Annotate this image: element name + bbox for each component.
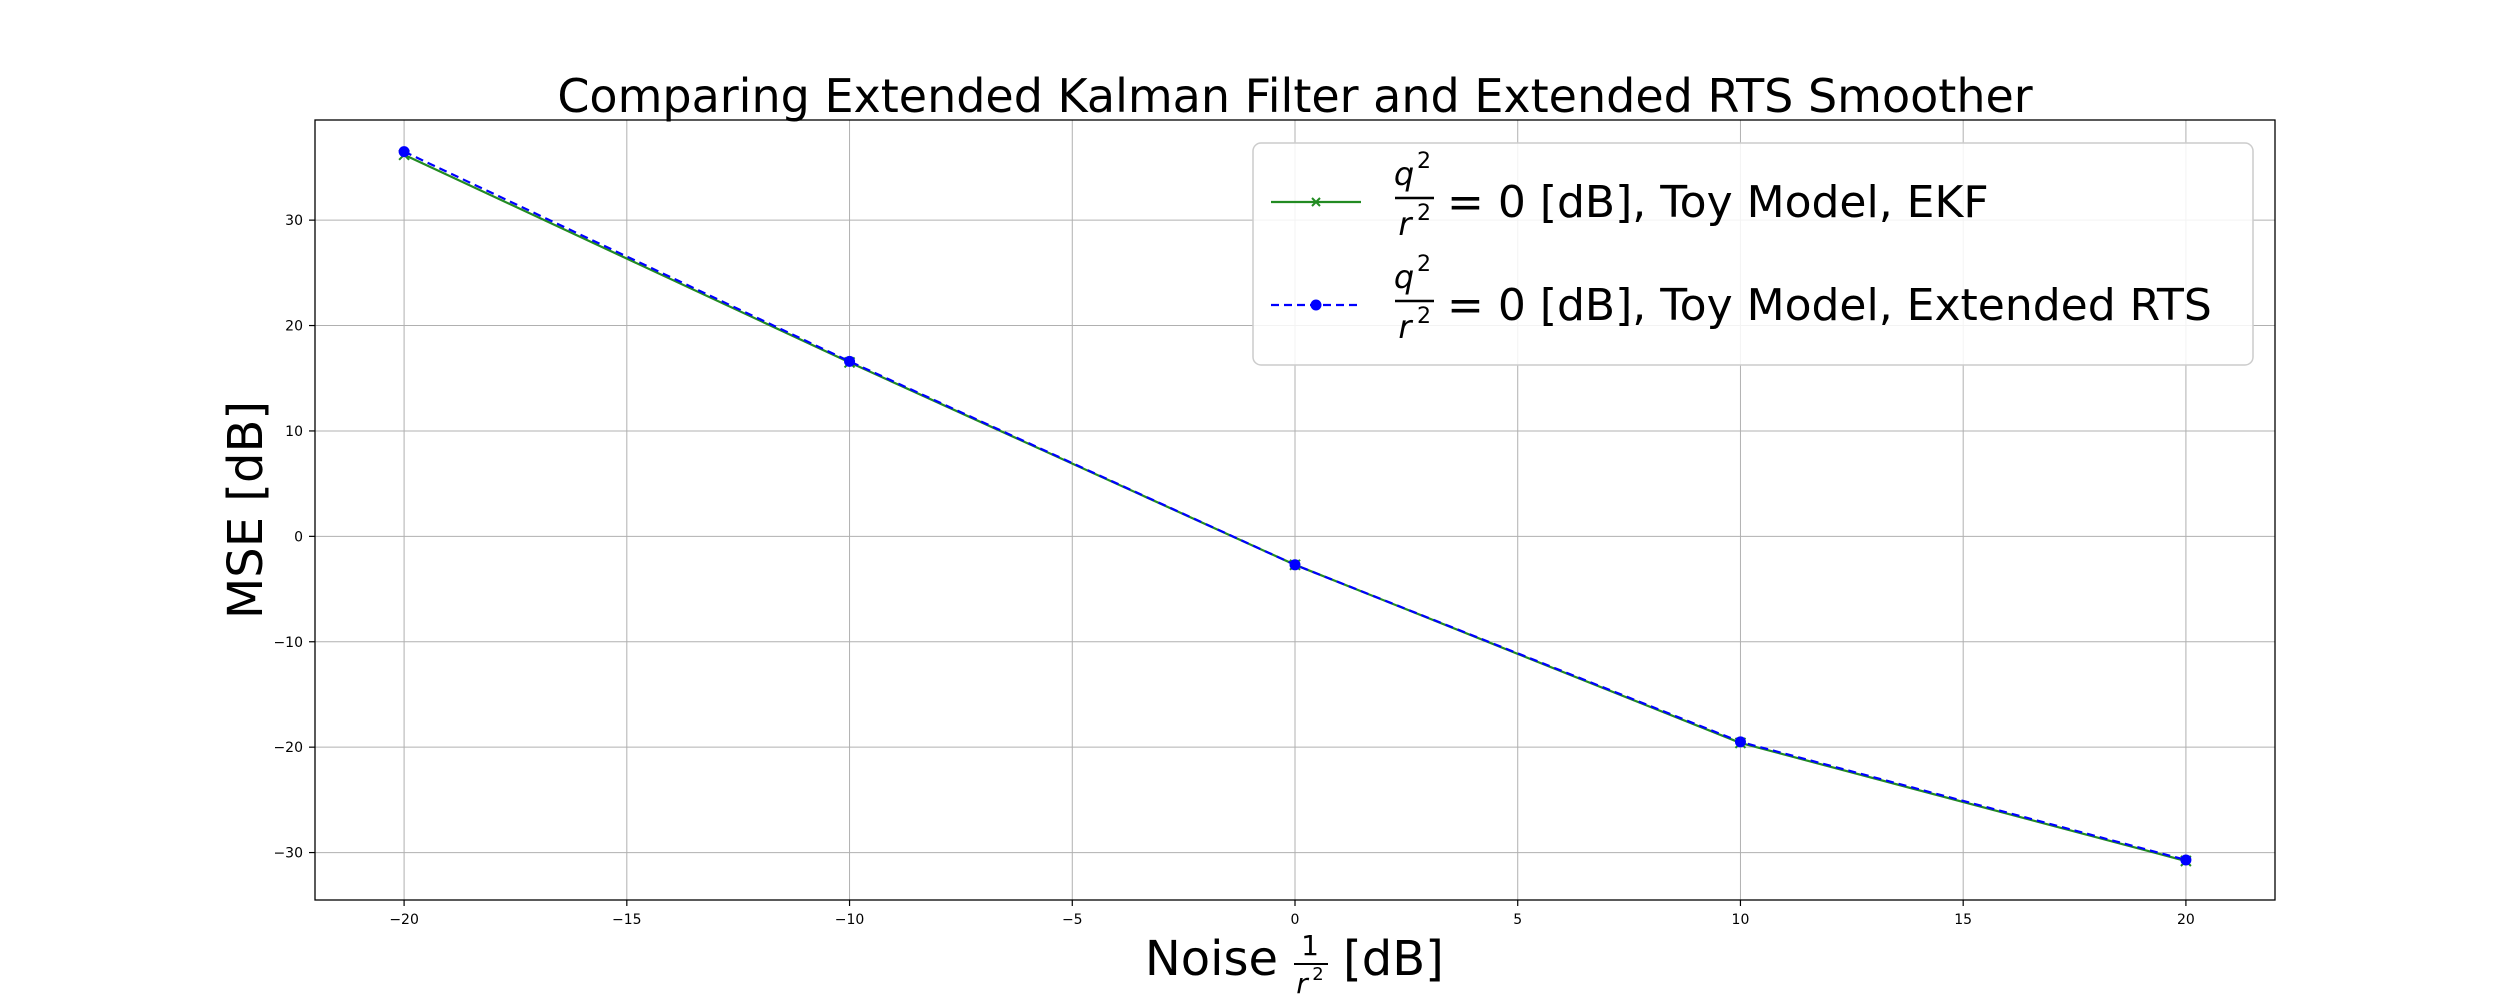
- x-axis-label-frac-den-sup: 2: [1312, 964, 1323, 985]
- legend-marker-ekf: [1311, 197, 1321, 207]
- x-tick-label: 5: [1513, 912, 1522, 928]
- legend-ekf-frac-den-sup: 2: [1417, 201, 1431, 226]
- legend-marker-rts: [1310, 299, 1322, 311]
- legend-ekf-frac-num-sup: 2: [1417, 149, 1431, 174]
- legend-entry-ekf: q 2 r 2 = 0 [dB], Toy Model, EKF: [1271, 149, 1989, 243]
- x-tick-label: −5: [1062, 912, 1083, 928]
- legend-rts-frac-den-sup: 2: [1417, 304, 1431, 329]
- x-axis-label: Noise 1 r 2 [dB]: [1145, 929, 1444, 1000]
- x-tick-label: −10: [835, 912, 865, 928]
- data-point: [844, 355, 856, 367]
- y-tick-label: −20: [273, 740, 303, 756]
- y-tick-label: 20: [285, 319, 303, 335]
- y-axis-label: MSE [dB]: [218, 401, 274, 619]
- legend-rts-label: = 0 [dB], Toy Model, Extended RTS: [1447, 280, 2212, 331]
- legend-entry-rts: q 2 r 2 = 0 [dB], Toy Model, Extended RT…: [1271, 252, 2212, 346]
- y-tick-label: 30: [285, 213, 303, 229]
- x-tick-label: −20: [389, 912, 419, 928]
- y-tick-label: 10: [285, 424, 303, 440]
- x-tick-label: 20: [2177, 912, 2195, 928]
- x-axis-label-suffix: [dB]: [1343, 931, 1444, 987]
- x-axis-label-frac-den: r: [1296, 967, 1309, 1000]
- legend-rts-frac-den: r: [1398, 308, 1413, 346]
- y-tick-label: −10: [273, 635, 303, 651]
- x-tick-label: −15: [612, 912, 642, 928]
- y-axis-label-group: MSE [dB]: [218, 401, 274, 619]
- data-point: [2180, 854, 2192, 866]
- x-tick-label: 0: [1291, 912, 1300, 928]
- series-1: [398, 146, 2192, 866]
- legend-rts-frac-num-sup: 2: [1417, 252, 1431, 277]
- data-point: [1734, 736, 1746, 748]
- y-tick-label: 0: [294, 529, 303, 545]
- ticks: −20 −15 −10 −5 0 5 10 15 20 −30 −20 −10 0 10 20 30: [273, 213, 2194, 928]
- legend-ekf-frac-num: q: [1394, 155, 1414, 193]
- x-tick-label: 15: [1954, 912, 1972, 928]
- x-axis-label-prefix: Noise: [1145, 931, 1278, 987]
- chart-title: Comparing Extended Kalman Filter and Ext…: [557, 69, 2032, 123]
- legend-ekf-frac-den: r: [1398, 205, 1413, 243]
- legend-box: [1252, 142, 2254, 366]
- data-point: [398, 146, 410, 158]
- legend-rts-frac-num: q: [1394, 258, 1414, 296]
- legend-ekf-label: = 0 [dB], Toy Model, EKF: [1447, 177, 1989, 228]
- series-layer: [398, 146, 2192, 867]
- x-tick-label: 10: [1732, 912, 1750, 928]
- data-point: [1289, 559, 1301, 571]
- legend: q 2 r 2 = 0 [dB], Toy Model, EKF q 2 r 2…: [1252, 142, 2254, 366]
- x-axis-label-frac-num: 1: [1301, 929, 1319, 962]
- y-tick-label: −30: [273, 846, 303, 862]
